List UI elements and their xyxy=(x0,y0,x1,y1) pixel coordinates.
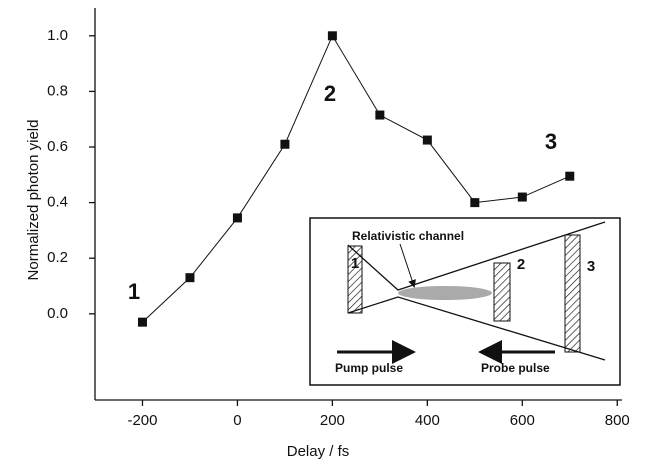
annotation: 1 xyxy=(128,279,140,304)
x-axis-label: Delay / fs xyxy=(287,443,350,460)
inset-diagram: Relativistic channel 1 2 3 Pump pulse Probe p… xyxy=(309,217,621,386)
x-tick-label: -200 xyxy=(127,412,157,429)
inset-pulse-label: 1 xyxy=(351,255,359,272)
y-tick-label: 0.0 xyxy=(47,305,68,322)
y-tick-label: 1.0 xyxy=(47,27,68,44)
x-tick-label: 400 xyxy=(415,412,440,429)
x-tick-label: 600 xyxy=(510,412,535,429)
data-point xyxy=(565,171,575,181)
inset-label: Probe pulse xyxy=(481,361,550,375)
inset-label: Relativistic channel xyxy=(352,229,464,243)
data-point xyxy=(375,110,385,120)
inset-label: Pump pulse xyxy=(335,361,403,375)
inset-pulse-label: 3 xyxy=(587,258,595,275)
data-point xyxy=(280,139,290,149)
data-line xyxy=(142,34,570,323)
data-point xyxy=(232,213,242,223)
y-tick-label: 0.4 xyxy=(47,194,68,211)
y-axis-label: Normalized photon yield xyxy=(25,120,42,281)
inset-pulse-label: 2 xyxy=(517,256,525,273)
x-tick-label: 800 xyxy=(605,412,630,429)
data-point xyxy=(185,273,195,283)
data-point xyxy=(517,192,527,202)
x-tick-label: 0 xyxy=(233,412,241,429)
data-point xyxy=(422,135,432,145)
annotation: 3 xyxy=(545,129,557,154)
x-tick-label: 200 xyxy=(320,412,345,429)
y-tick-label: 0.2 xyxy=(47,249,68,266)
y-tick-label: 0.8 xyxy=(47,82,68,99)
data-point xyxy=(327,31,337,41)
data-point xyxy=(137,317,147,327)
y-tick-label: 0.6 xyxy=(47,138,68,155)
annotation: 2 xyxy=(324,81,336,106)
data-point xyxy=(470,198,480,208)
